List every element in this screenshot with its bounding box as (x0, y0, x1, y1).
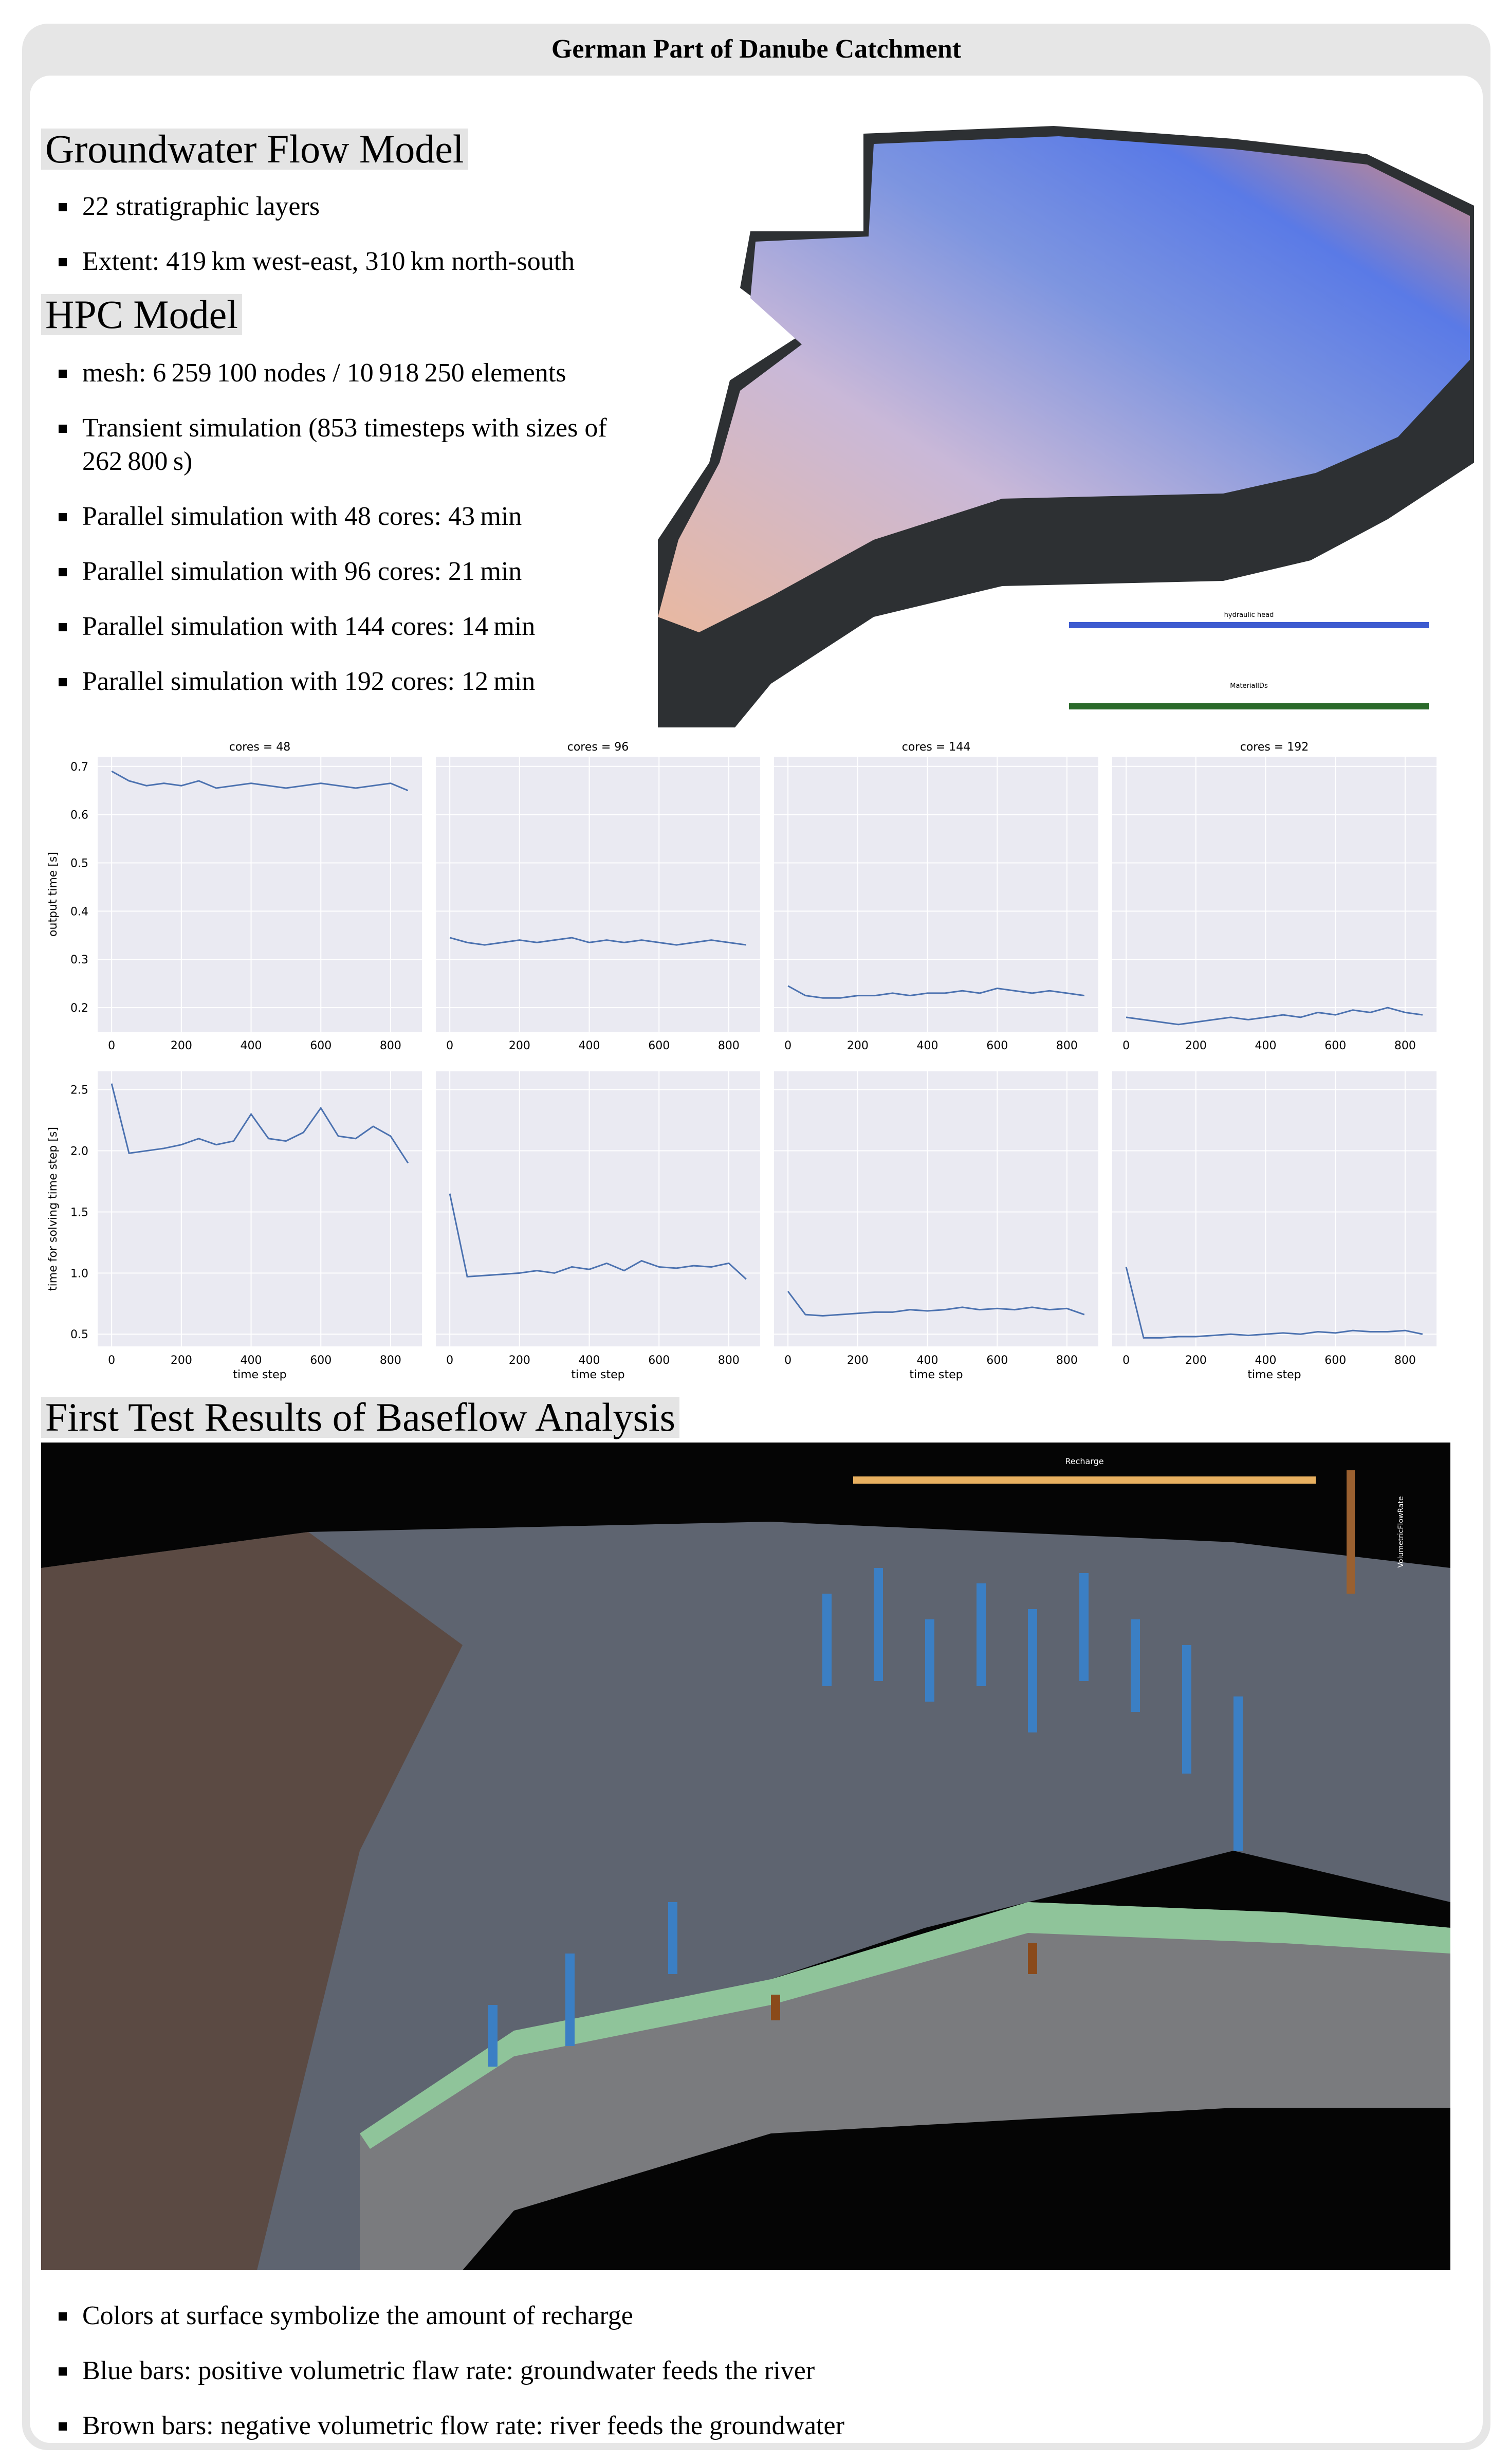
colorbar-label: VolumetricFlowRate (1397, 1496, 1405, 1568)
plot-background (1112, 757, 1437, 1032)
x-tick-label: 600 (986, 1354, 1008, 1367)
x-axis-label: time step (909, 1368, 963, 1381)
x-tick-label: 200 (1185, 1354, 1207, 1367)
y-tick-label: 0.5 (70, 1328, 88, 1341)
x-tick-label: 400 (1255, 1039, 1277, 1052)
x-tick-label: 0 (784, 1354, 791, 1367)
y-axis-label: output time [s] (47, 852, 60, 937)
x-axis-label: time step (233, 1368, 286, 1381)
x-tick-label: 200 (847, 1354, 869, 1367)
bullet-list: mesh: 6 259 100 nodes / 10 918 250 eleme… (57, 356, 622, 720)
colorbar-label: hydraulic head (1224, 611, 1274, 619)
plot-background (98, 757, 422, 1032)
x-tick-label: 200 (847, 1039, 869, 1052)
y-tick-label: 1.5 (70, 1206, 88, 1219)
plot-background (436, 757, 760, 1032)
x-tick-label: 0 (108, 1354, 115, 1367)
page: German Part of Danube Catchment hydrauli… (0, 0, 1510, 2459)
y-axis-label: time for solving time step [s] (47, 1127, 60, 1291)
y-tick-label: 1.0 (70, 1267, 88, 1280)
x-tick-label: 800 (718, 1039, 740, 1052)
section-heading: HPC Model (41, 294, 242, 335)
bullet-list: Colors at surface symbolize the amount o… (57, 2299, 1444, 2464)
y-tick-label: 0.5 (70, 857, 88, 870)
bullet-item: Parallel simulation with 96 cores: 21 mi… (57, 555, 622, 588)
x-tick-label: 400 (579, 1039, 600, 1052)
colorbar-label: Recharge (1065, 1456, 1103, 1466)
chart-title: cores = 144 (902, 741, 971, 754)
chart-title: cores = 48 (229, 741, 291, 754)
y-tick-label: 0.6 (70, 809, 88, 822)
y-tick-label: 2.0 (70, 1145, 88, 1158)
x-tick-label: 400 (579, 1354, 600, 1367)
x-tick-label: 800 (380, 1354, 401, 1367)
bullet-item: Parallel simulation with 144 cores: 14 m… (57, 610, 622, 643)
chart-title: cores = 96 (567, 741, 629, 754)
x-tick-label: 800 (380, 1039, 401, 1052)
x-tick-label: 200 (171, 1039, 192, 1052)
x-tick-label: 600 (648, 1039, 670, 1052)
chart-title: cores = 192 (1240, 741, 1309, 754)
x-tick-label: 400 (1255, 1354, 1277, 1367)
x-tick-label: 0 (1122, 1039, 1130, 1052)
bullet-item: Brown bars: negative volumetric flow rat… (57, 2409, 1444, 2442)
plot-background (98, 1071, 422, 1346)
bullet-item: 22 stratigraphic layers (57, 190, 648, 223)
plot-background (774, 1071, 1098, 1346)
colorbar-label: MaterialIDs (1230, 682, 1268, 690)
plot-background (1112, 1071, 1437, 1346)
bullet-item: Colors at surface symbolize the amount o… (57, 2299, 1444, 2332)
colorbar (853, 1476, 1316, 1484)
bullet-item: Extent: 419 km west-east, 310 km north-s… (57, 245, 648, 278)
y-tick-label: 0.2 (70, 1002, 88, 1015)
x-tick-label: 800 (718, 1354, 740, 1367)
bullet-list: 22 stratigraphic layers Extent: 419 km we… (57, 190, 648, 300)
x-tick-label: 0 (784, 1039, 791, 1052)
x-tick-label: 200 (509, 1039, 530, 1052)
x-tick-label: 0 (1122, 1354, 1130, 1367)
colorbar (1069, 622, 1429, 628)
baseflow-render: Recharge VolumetricFlowRate (41, 1443, 1450, 2270)
x-tick-label: 800 (1394, 1354, 1416, 1367)
x-tick-label: 600 (1324, 1039, 1346, 1052)
y-tick-label: 2.5 (70, 1084, 88, 1097)
x-tick-label: 0 (108, 1039, 115, 1052)
x-tick-label: 200 (509, 1354, 530, 1367)
plot-background (436, 1071, 760, 1346)
x-tick-label: 400 (917, 1039, 938, 1052)
x-tick-label: 600 (310, 1039, 332, 1052)
x-tick-label: 600 (986, 1039, 1008, 1052)
colorbar (1347, 1470, 1355, 1594)
x-tick-label: 800 (1394, 1039, 1416, 1052)
bullet-item: Parallel simulation with 48 cores: 43 mi… (57, 500, 622, 533)
x-tick-label: 800 (1056, 1039, 1078, 1052)
x-axis-label: time step (1247, 1368, 1301, 1381)
section-heading: First Test Results of Baseflow Analysis (41, 1397, 679, 1438)
x-tick-label: 400 (241, 1039, 262, 1052)
section-heading: Groundwater Flow Model (41, 129, 468, 170)
x-tick-label: 0 (446, 1039, 453, 1052)
bullet-item: Transient simulation (853 timesteps with… (57, 411, 622, 478)
y-tick-label: 0.4 (70, 905, 88, 918)
bullet-item: mesh: 6 259 100 nodes / 10 918 250 eleme… (57, 356, 622, 390)
groundwater-model-render: hydraulic head MaterialIDs (658, 126, 1474, 727)
x-tick-label: 600 (648, 1354, 670, 1367)
x-tick-label: 600 (1324, 1354, 1346, 1367)
x-tick-label: 400 (241, 1354, 262, 1367)
x-tick-label: 0 (446, 1354, 453, 1367)
y-tick-label: 0.7 (70, 761, 88, 774)
x-tick-label: 400 (917, 1354, 938, 1367)
x-axis-label: time step (571, 1368, 624, 1381)
bullet-item: Blue bars: positive volumetric flaw rate… (57, 2354, 1444, 2387)
colorbar (1069, 703, 1429, 709)
bullet-item: Parallel simulation with 192 cores: 12 m… (57, 665, 622, 698)
x-tick-label: 800 (1056, 1354, 1078, 1367)
x-tick-label: 600 (310, 1354, 332, 1367)
x-tick-label: 200 (171, 1354, 192, 1367)
x-tick-label: 200 (1185, 1039, 1207, 1052)
y-tick-label: 0.3 (70, 954, 88, 966)
